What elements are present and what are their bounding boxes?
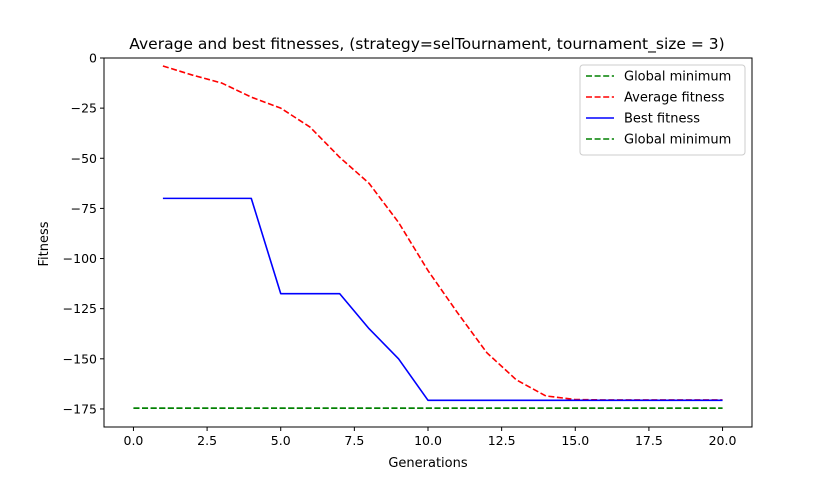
y-tick-label: −50 bbox=[71, 151, 97, 166]
legend-label: Average fitness bbox=[624, 91, 725, 106]
x-tick-label: 12.5 bbox=[488, 433, 516, 448]
y-tick-label: 0 bbox=[89, 51, 97, 66]
x-axis-label: Generations bbox=[388, 456, 468, 471]
x-tick-label: 20.0 bbox=[709, 433, 737, 448]
plot-area: 0.0 2.5 5.0 7.5 10.0 12.5 15.0 17.5 20.0 0 −25 −50 −… bbox=[63, 51, 753, 448]
legend-label: Global minimum bbox=[624, 70, 731, 85]
legend-label: Global minimum bbox=[624, 133, 731, 148]
x-tick-label: 10.0 bbox=[414, 433, 442, 448]
series-line-3 bbox=[162, 197, 723, 402]
y-tick-label: −175 bbox=[63, 401, 97, 416]
y-tick-label: −150 bbox=[63, 351, 97, 366]
x-tick-label: 7.5 bbox=[344, 433, 364, 448]
legend: Global minimum Average fitness Best fitnes… bbox=[579, 64, 746, 156]
legend-label: Best fitness bbox=[624, 112, 700, 127]
y-tick-label: −25 bbox=[71, 101, 97, 116]
y-tick-label: −125 bbox=[63, 301, 97, 316]
y-tick-label: −100 bbox=[63, 251, 97, 266]
x-tick-label: 0.0 bbox=[124, 433, 144, 448]
chart-title: Average and best fitnesses, (strategy=se… bbox=[129, 35, 724, 54]
y-tick-label: −75 bbox=[71, 201, 97, 216]
x-tick-label: 5.0 bbox=[271, 433, 291, 448]
legend-box bbox=[579, 64, 746, 156]
x-tick-label: 15.0 bbox=[561, 433, 589, 448]
x-tick-label: 17.5 bbox=[635, 433, 663, 448]
y-axis-label: Fitness bbox=[37, 221, 52, 266]
x-tick-label: 2.5 bbox=[197, 433, 217, 448]
